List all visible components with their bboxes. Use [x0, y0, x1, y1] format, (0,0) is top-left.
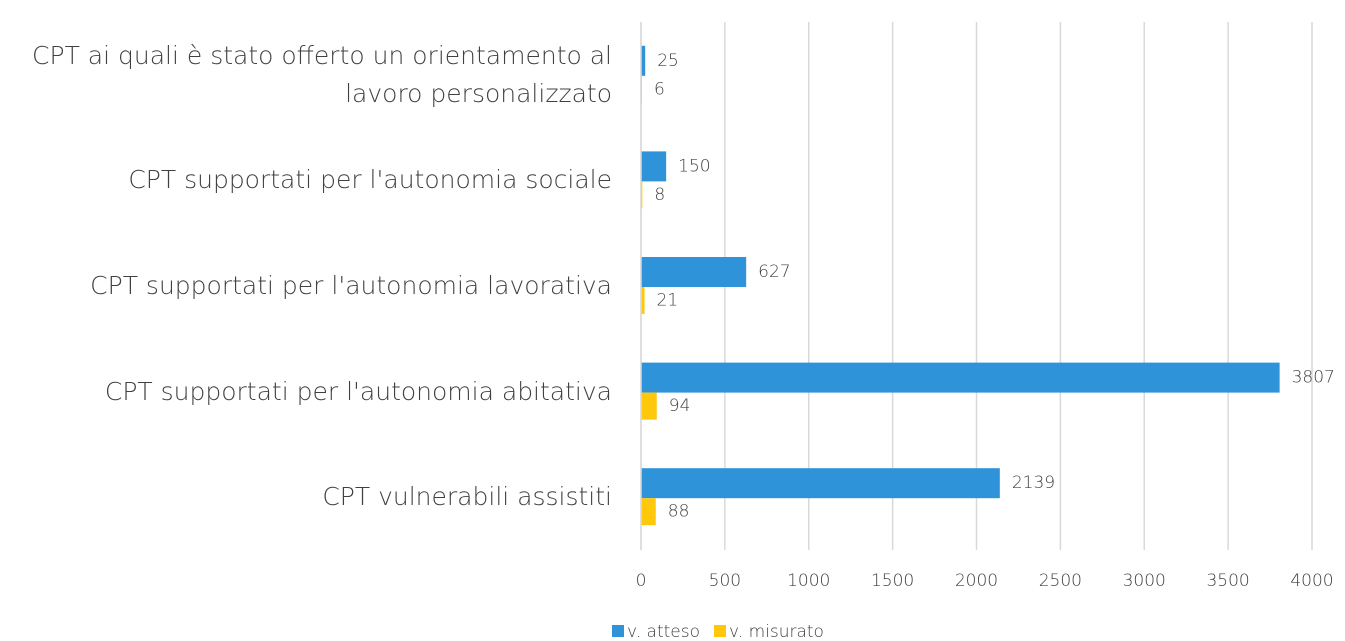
x-tick-label: 0 — [636, 571, 647, 591]
category-label: CPT supportati per l'autonomia lavorativ… — [90, 271, 612, 300]
x-tick-label: 500 — [709, 571, 741, 591]
x-tick-label: 1500 — [871, 571, 914, 591]
legend-label: v. atteso — [627, 622, 700, 641]
bar — [641, 287, 645, 314]
x-tick-label: 2500 — [1039, 571, 1082, 591]
bar — [641, 151, 667, 182]
category-label: CPT vulnerabili assistiti — [322, 482, 612, 512]
data-label: 94 — [669, 396, 691, 416]
category-label: CPT ai quali è stato offerto un orientam… — [32, 40, 612, 108]
category-label: CPT supportati per l'autonomia sociale — [128, 165, 612, 195]
bar — [641, 392, 657, 420]
data-label: 2139 — [1012, 473, 1055, 493]
bar — [641, 498, 656, 526]
legend-label: v. misurato — [729, 622, 824, 641]
bar — [641, 45, 646, 76]
data-label: 3807 — [1292, 368, 1335, 388]
data-label: 627 — [758, 262, 790, 282]
x-tick-label: 3500 — [1206, 571, 1249, 591]
data-label: 8 — [654, 185, 665, 205]
bar — [641, 362, 1280, 393]
data-label: 21 — [657, 291, 679, 311]
legend-swatch — [612, 625, 624, 637]
bar — [641, 257, 747, 287]
x-tick-label: 2000 — [955, 571, 998, 591]
x-tick-label: 1000 — [787, 571, 830, 591]
x-tick-label: 4000 — [1290, 571, 1333, 591]
data-label: 88 — [668, 502, 690, 522]
legend-swatch — [714, 625, 727, 637]
data-label: 6 — [654, 79, 665, 99]
data-label: 150 — [678, 156, 710, 176]
bar — [641, 468, 1000, 499]
x-tick-label: 3000 — [1123, 571, 1166, 591]
category-label: CPT supportati per l'autonomia abitativa — [104, 376, 612, 406]
data-label: 25 — [657, 51, 679, 71]
